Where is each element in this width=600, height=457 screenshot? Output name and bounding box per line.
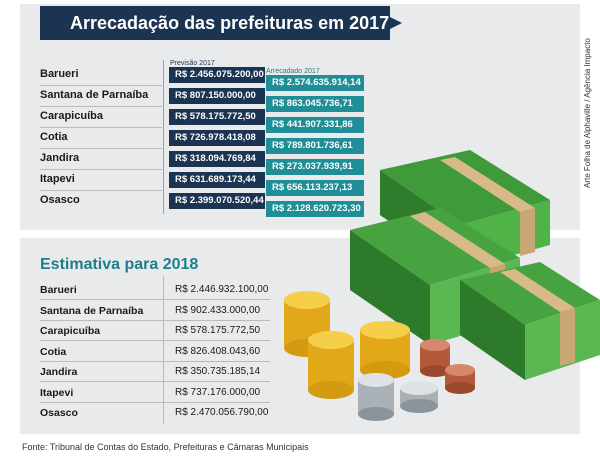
previsao-bar: R$ 2.456.075.200,00 xyxy=(169,67,265,83)
title-banner: Arrecadação das prefeituras em 2017 xyxy=(40,6,402,40)
previsao-bar: R$ 807.150.000,00 xyxy=(169,88,265,104)
money-illustration xyxy=(284,150,600,421)
row-divider xyxy=(40,169,162,170)
row-divider xyxy=(40,85,162,86)
source-note: Fonte: Tribunal de Contas do Estado, Pre… xyxy=(22,442,309,452)
estimate-value: R$ 2.446.932.100,00 xyxy=(175,284,269,295)
city-label: Santana de Parnaíba xyxy=(40,89,149,101)
estimate-city-label: Cotia xyxy=(40,346,67,358)
gold-coins xyxy=(284,291,410,399)
vertical-separator xyxy=(163,60,164,214)
city-label: Osasco xyxy=(40,194,80,206)
estimate-title: Estimativa para 2018 xyxy=(40,256,199,273)
legend-previsao: Previsão 2017 xyxy=(170,60,215,67)
city-label: Jandira xyxy=(40,152,80,164)
estimate-value: R$ 2.470.056.790,00 xyxy=(175,407,269,418)
city-label: Barueri xyxy=(40,68,79,80)
arrecadado-bar: R$ 2.574.635.914,14 xyxy=(266,75,364,91)
arrecadado-bar: R$ 441.907.331,86 xyxy=(266,117,364,133)
row-divider xyxy=(40,190,162,191)
estimate-city-label: Carapicuíba xyxy=(40,325,101,337)
previsao-bar: R$ 631.689.173,44 xyxy=(169,172,265,188)
silver-coins xyxy=(358,373,438,421)
legend-arrecadado: Arrecadado 2017 xyxy=(266,68,320,75)
arrecadado-bar: R$ 656.113.237,13 xyxy=(266,180,364,196)
estimate-value: R$ 902.433.000,00 xyxy=(175,305,261,316)
estimate-city-label: Santana de Parnaíba xyxy=(40,305,144,317)
copper-coins xyxy=(420,339,475,394)
estimate-row-divider xyxy=(40,340,270,341)
previsao-bar: R$ 2.399.070.520,44 xyxy=(169,193,265,209)
estimate-row-divider xyxy=(40,381,270,382)
city-label: Carapicuíba xyxy=(40,110,103,122)
estimate-row-divider xyxy=(40,320,270,321)
row-divider xyxy=(40,106,162,107)
estimate-city-label: Osasco xyxy=(40,407,78,419)
city-label: Cotia xyxy=(40,131,68,143)
bill-stack-front xyxy=(460,262,600,380)
previsao-bar: R$ 726.978.418,08 xyxy=(169,130,265,146)
row-divider xyxy=(40,127,162,128)
estimate-row-divider xyxy=(40,299,270,300)
previsao-bar: R$ 578.175.772,50 xyxy=(169,109,265,125)
arrecadado-bar: R$ 863.045.736,71 xyxy=(266,96,364,112)
estimate-value: R$ 737.176.000,00 xyxy=(175,387,261,398)
estimate-city-label: Barueri xyxy=(40,284,77,296)
city-label: Itapevi xyxy=(40,173,75,185)
estimate-value: R$ 350.735.185,14 xyxy=(175,366,261,377)
estimate-city-label: Itapevi xyxy=(40,387,74,399)
estimate-value: R$ 826.408.043,60 xyxy=(175,346,261,357)
arrecadado-bar: R$ 789.801.736,61 xyxy=(266,138,364,154)
estimate-row-divider xyxy=(40,402,270,403)
row-divider xyxy=(40,148,162,149)
estimate-value: R$ 578.175.772,50 xyxy=(175,325,261,336)
arrecadado-bar: R$ 273.037.939,91 xyxy=(266,159,364,175)
previsao-bar: R$ 318.094.769,84 xyxy=(169,151,265,167)
chart-title: Arrecadação das prefeituras em 2017 xyxy=(70,13,390,33)
arrecadado-bar: R$ 2.128.620.723,30 xyxy=(266,201,364,217)
estimate-separator xyxy=(163,276,164,424)
estimate-row-divider xyxy=(40,361,270,362)
estimate-city-label: Jandira xyxy=(40,366,78,378)
